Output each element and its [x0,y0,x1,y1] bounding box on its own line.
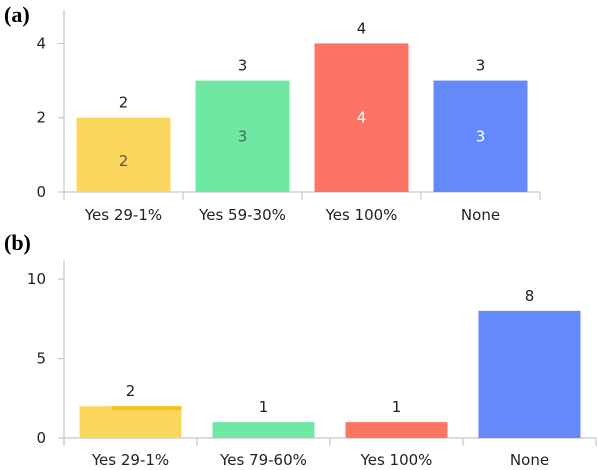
panel-b-bar [212,422,315,438]
panel-a-y-tick-label: 0 [36,183,46,201]
panel-b-label: (b) [4,230,31,255]
panel-b-bar-value-label: 8 [525,287,535,305]
panel-b-y-tick-label: 5 [36,350,46,368]
panel-b: (b) 0 5 10 2 Yes 29-1% 1 Yes 79-60% 1 Yes 100% 8 N… [4,230,597,469]
panel-a-bar [76,117,171,192]
panel-a-category-label: Yes 59-30% [198,206,286,224]
panel-a-category-label: Yes 100% [325,206,398,224]
panel-b-bar-value-label: 1 [259,398,269,416]
panel-b-bar-value-label: 1 [392,398,402,416]
panel-a-bar-value-label: 2 [119,94,129,112]
panel-a-bar-inside-label: 3 [238,127,248,145]
panel-a-bar [314,43,409,192]
panel-a-bar [195,80,290,192]
panel-a-y-tick-label: 2 [36,109,46,127]
panel-a-bar-inside-label: 2 [119,152,129,170]
panel-b-bar [345,422,448,438]
panel-a-bar-inside-label: 3 [476,127,486,145]
panel-b-bar-highlight-strip [111,406,182,411]
panel-a-y-tick-label: 4 [36,34,46,52]
panel-a-bar-value-label: 3 [476,57,486,75]
panel-a-bar-value-label: 3 [238,57,248,75]
panel-b-category-label: None [510,451,549,469]
panel-a-bar-value-label: 4 [357,19,367,37]
panel-a-bar [433,80,528,192]
panel-a-label: (a) [4,2,30,27]
panel-b-y-tick-label: 10 [27,270,46,288]
panel-b-bar-value-label: 2 [126,382,136,400]
panel-a: (a) 0 2 4 2 2 Yes 29-1% 3 3 Yes 59-30% 4 4 Yes 100%… [4,2,541,224]
panel-a-category-label: None [461,206,500,224]
panel-b-y-tick-label: 0 [36,429,46,447]
panel-b-bar [79,406,182,438]
panel-b-bar [478,310,581,438]
panel-b-category-label: Yes 100% [360,451,433,469]
panel-b-category-label: Yes 29-1% [91,451,169,469]
panel-b-category-label: Yes 79-60% [219,451,307,469]
panel-a-category-label: Yes 29-1% [84,206,162,224]
panel-a-bar-inside-label: 4 [357,109,367,127]
